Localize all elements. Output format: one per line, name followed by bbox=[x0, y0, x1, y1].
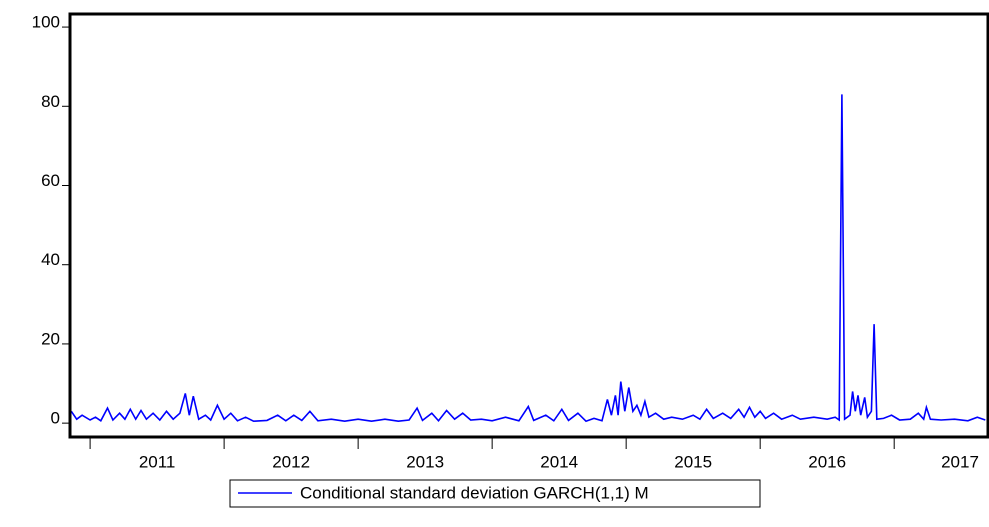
x-tick-label: 2016 bbox=[808, 452, 846, 471]
y-tick-label: 20 bbox=[41, 329, 60, 348]
legend-box bbox=[229, 479, 761, 508]
plot-frame bbox=[68, 12, 989, 439]
x-tick-label: 2011 bbox=[139, 452, 176, 471]
legend-label: Conditional standard deviation GARCH(1,1… bbox=[300, 483, 649, 502]
x-tick-label: 2017 bbox=[941, 452, 979, 471]
y-tick-label: 0 bbox=[51, 409, 60, 428]
x-tick-label: 2013 bbox=[406, 452, 444, 471]
y-tick-label: 80 bbox=[41, 92, 60, 111]
line-series bbox=[70, 94, 986, 423]
y-tick-label: 60 bbox=[41, 171, 60, 190]
x-tick-label: 2014 bbox=[540, 452, 578, 471]
y-tick-label: 100 bbox=[32, 13, 60, 32]
y-tick-label: 40 bbox=[41, 250, 60, 269]
x-tick-label: 2012 bbox=[272, 452, 310, 471]
x-tick-label: 2015 bbox=[674, 452, 712, 471]
